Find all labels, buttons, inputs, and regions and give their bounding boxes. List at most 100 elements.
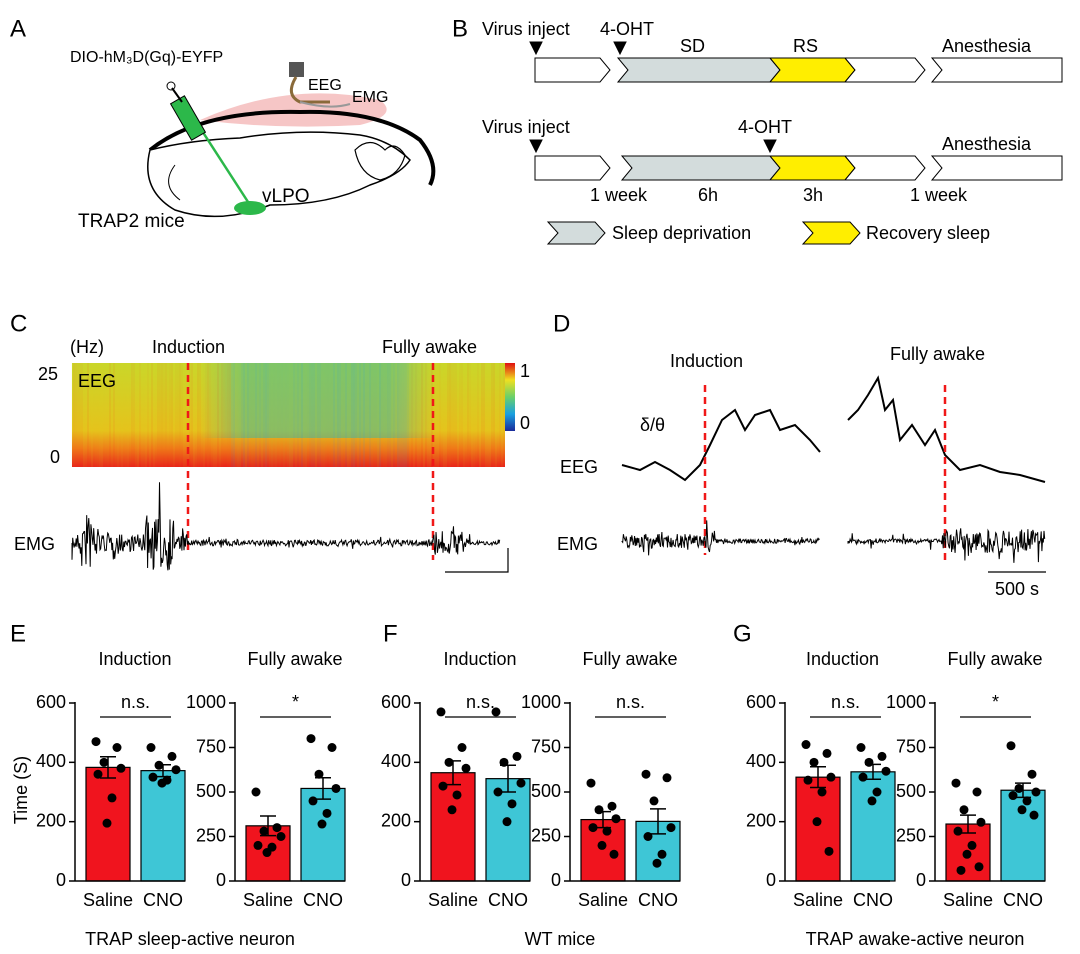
panel-label: E (10, 620, 26, 647)
data-point (877, 751, 887, 761)
data-point (253, 840, 263, 850)
skull (148, 109, 436, 186)
bar (580, 818, 626, 882)
x-tick-label: Saline (83, 890, 133, 910)
colorbar-tick: 0 (520, 413, 530, 433)
arrowhead (613, 41, 627, 56)
data-point (112, 743, 122, 752)
data-point (148, 772, 158, 782)
data-point (438, 781, 448, 791)
data-point (259, 826, 269, 836)
timeline-block (534, 155, 611, 181)
eeg-label: EEG (560, 457, 598, 477)
data-point (801, 740, 811, 750)
event-label: Virus inject (482, 117, 570, 137)
event-label: Anesthesia (942, 36, 1032, 56)
data-point (272, 823, 282, 833)
data-point (951, 778, 961, 788)
data-point (99, 757, 109, 767)
colorbar (505, 363, 515, 431)
data-point (306, 734, 316, 744)
error-bar (960, 814, 976, 834)
data-point (327, 743, 337, 752)
event-label: 4-OHT (600, 19, 654, 39)
duration-label: 6h (698, 185, 718, 205)
group-caption: TRAP awake-active neuron (806, 929, 1025, 949)
bar (300, 787, 346, 882)
data-point (452, 790, 462, 800)
emg-label: EMG (557, 534, 598, 554)
y-tick-label: 750 (196, 736, 226, 756)
scale-label: 500 s (995, 579, 1039, 599)
arrowhead (763, 139, 777, 154)
panel-b (529, 41, 1063, 245)
y-tick-label: 400 (36, 751, 66, 771)
y-tick-label: 1000 (521, 692, 561, 712)
timeline-sd (616, 57, 781, 83)
data-point (262, 848, 272, 858)
data-point (666, 823, 676, 833)
signal-label: EEG (78, 371, 116, 391)
data-point (974, 862, 984, 872)
x-tick-label: CNO (1003, 890, 1043, 910)
legend-label: Recovery sleep (866, 223, 990, 243)
panel-d: Induction Fully awake δ/θ EEG EMG 500 s (557, 344, 1046, 599)
data-point (493, 787, 503, 797)
chart-title: Fully awake (247, 649, 342, 669)
data-point (609, 849, 619, 859)
phase-label: RS (793, 36, 818, 56)
data-point (308, 796, 318, 806)
data-point (809, 757, 819, 767)
group-caption: TRAP sleep-active neuron (85, 929, 295, 949)
data-point (1008, 791, 1018, 801)
data-point (803, 775, 813, 785)
panel-label: B (452, 15, 468, 42)
y-tick-label: 0 (401, 870, 411, 890)
fiber (193, 119, 252, 206)
data-point (864, 757, 874, 767)
emg-trace (71, 482, 501, 571)
significance-label: * (992, 692, 999, 712)
data-point (959, 805, 969, 815)
data-point (972, 787, 982, 797)
data-point (1027, 769, 1037, 779)
event-label: Induction (152, 337, 225, 357)
y-tick-label: 400 (746, 751, 776, 771)
data-point (276, 832, 286, 841)
scale-bar (445, 548, 509, 573)
x-tick-label: CNO (853, 890, 893, 910)
y-tick-label: 250 (531, 825, 561, 845)
data-point (641, 769, 651, 779)
duration-label: 1 week (910, 185, 968, 205)
data-point (93, 769, 103, 779)
data-point (881, 766, 891, 776)
emg-trace (621, 520, 820, 556)
freq-tick: 25 (38, 364, 58, 384)
data-point (652, 858, 662, 868)
timeline-end (930, 155, 1063, 181)
panel-label: C (10, 310, 27, 337)
y-tick-label: 500 (531, 781, 561, 801)
significance-label: n.s. (831, 692, 860, 712)
significance-label: n.s. (466, 692, 495, 712)
x-tick-label: Saline (243, 890, 293, 910)
data-point (817, 787, 827, 797)
chart-title: Fully awake (947, 649, 1042, 669)
panel-label: F (383, 620, 398, 647)
group-caption: WT mice (525, 929, 596, 949)
data-point (447, 805, 457, 815)
event-label: Induction (670, 351, 743, 371)
data-point (322, 808, 332, 818)
bar-charts: Induction Time (S) 0 200 400 600 Saline CNO n.s.… (11, 649, 1046, 910)
x-tick-label: Saline (578, 890, 628, 910)
data-point (91, 737, 101, 747)
data-point (953, 826, 963, 836)
emg-wire (299, 101, 351, 108)
data-point (967, 840, 977, 850)
data-point (499, 757, 509, 767)
y-tick-label: 0 (916, 870, 926, 890)
brain-fold (168, 164, 181, 201)
timeline-rs (768, 155, 856, 181)
data-point (444, 757, 454, 767)
bar (850, 771, 896, 882)
